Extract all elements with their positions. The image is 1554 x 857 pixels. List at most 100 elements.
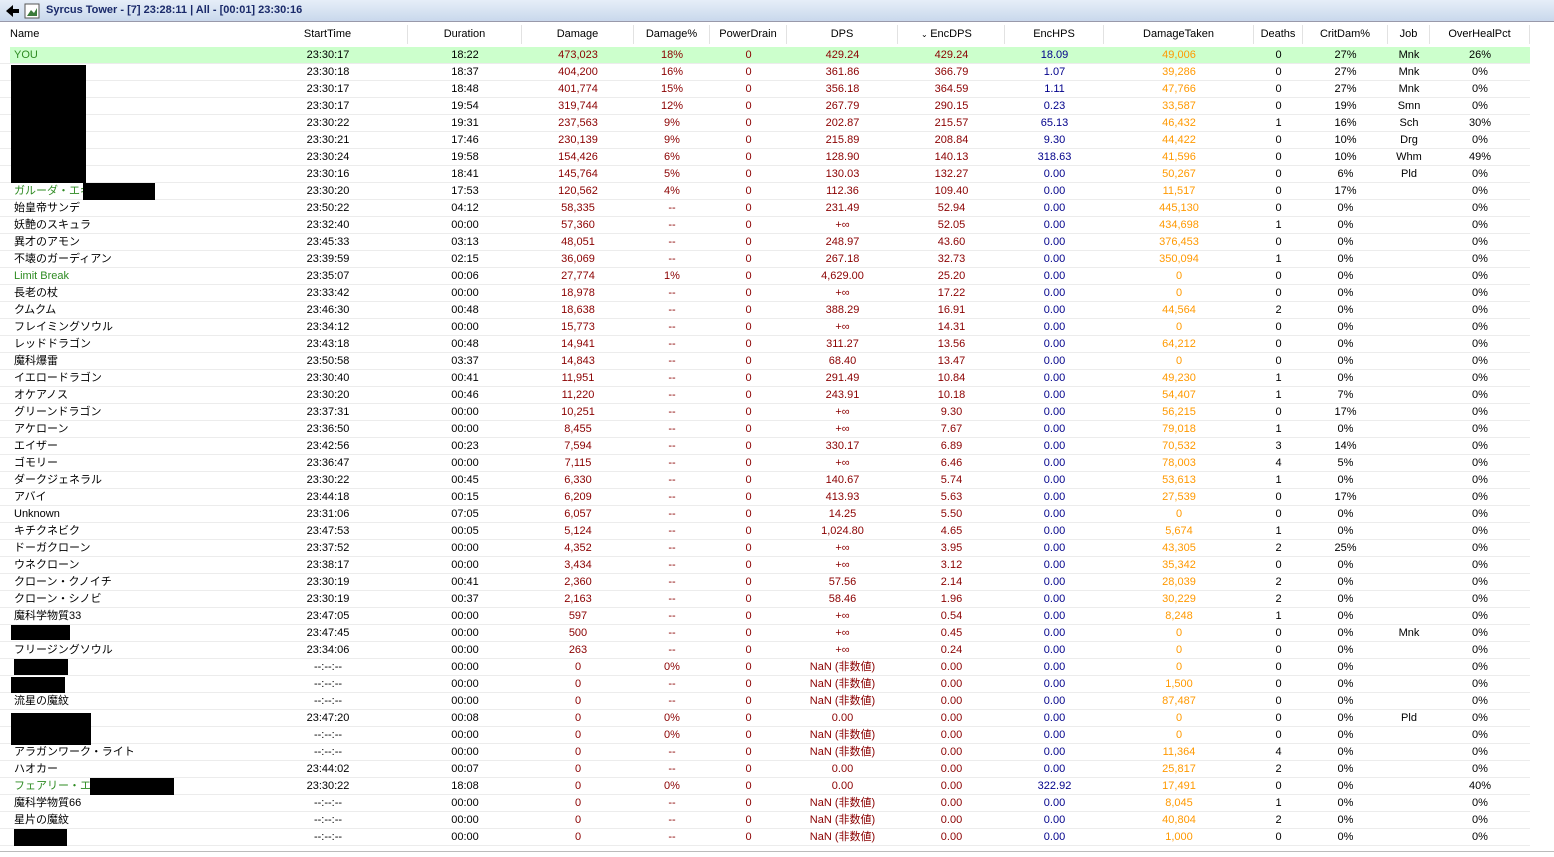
- column-header[interactable]: DPS: [787, 25, 898, 44]
- cell: 0%: [1472, 185, 1488, 197]
- cell: 0: [745, 389, 752, 401]
- cell: 17,491: [1162, 780, 1196, 792]
- cell: 2: [1275, 593, 1282, 605]
- cell: 23:39:59: [306, 253, 350, 265]
- cell: 13.47: [937, 355, 966, 367]
- name-cell: 妖艶のスキュラ: [14, 219, 91, 231]
- cell: 0%: [1472, 474, 1488, 486]
- cell: [1388, 285, 1430, 302]
- cell: 44,564: [1162, 304, 1196, 316]
- cell: 00:41: [451, 372, 479, 384]
- cell: 473,023: [558, 49, 598, 61]
- cell: 0: [745, 457, 752, 469]
- cell: 0: [1275, 508, 1282, 520]
- cell: 0: [745, 66, 752, 78]
- column-header[interactable]: StartTime: [248, 25, 408, 44]
- cell: 0%: [1472, 831, 1488, 843]
- cell: 0%: [1472, 678, 1488, 690]
- cell: 0%: [1472, 746, 1488, 758]
- cell: 0: [574, 712, 582, 724]
- cell: --:--:--: [313, 831, 343, 843]
- cell: 0.00: [831, 763, 854, 775]
- cell: 6%: [664, 151, 680, 163]
- cell: Mnk: [1398, 83, 1420, 95]
- cell: 0.23: [1043, 100, 1066, 112]
- cell: 2.14: [940, 576, 963, 588]
- row-line: [0, 488, 1530, 489]
- cell: 0: [1275, 270, 1282, 282]
- cell: 23:30:17: [306, 49, 350, 61]
- cell: 0: [745, 712, 752, 724]
- cell: 0.00: [1043, 712, 1066, 724]
- cell: Mnk: [1398, 66, 1420, 78]
- cell: 18:41: [451, 168, 479, 180]
- cell: 1: [1275, 797, 1282, 809]
- row-line: [0, 114, 1530, 115]
- column-header[interactable]: DamageTaken: [1104, 25, 1254, 44]
- cell: 78,003: [1162, 457, 1196, 469]
- cell: 9%: [664, 134, 680, 146]
- column-header[interactable]: EncDPS: [898, 25, 1005, 44]
- cell: 3: [1275, 440, 1282, 452]
- column-header[interactable]: OverHealPct: [1430, 25, 1530, 44]
- cell: 0%: [1472, 457, 1488, 469]
- cell: 14%: [1334, 440, 1357, 452]
- row-line: [0, 437, 1530, 438]
- cell: 19:54: [451, 100, 479, 112]
- cell: +∞: [835, 423, 850, 435]
- cell: 0: [574, 763, 582, 775]
- cell: 00:08: [451, 712, 479, 724]
- cell: 0.24: [940, 644, 963, 656]
- cell: 0: [745, 831, 752, 843]
- cell: 50,267: [1162, 168, 1196, 180]
- column-header[interactable]: Damage: [522, 25, 634, 44]
- redaction: [83, 183, 155, 200]
- column-header[interactable]: CritDam%: [1303, 25, 1388, 44]
- cell: 0.00: [1043, 542, 1066, 554]
- cell: 8,045: [1165, 797, 1193, 809]
- cell: 291.49: [825, 372, 860, 384]
- cell: 0.00: [1043, 457, 1066, 469]
- cell: 11,951: [561, 372, 595, 384]
- cell: 0: [745, 219, 752, 231]
- cell: 0%: [1337, 831, 1354, 843]
- name-cell: ダークジェネラル: [14, 474, 102, 486]
- column-header[interactable]: PowerDrain: [710, 25, 787, 44]
- cell: 1.11: [1044, 83, 1065, 95]
- cell: 32.73: [937, 253, 966, 265]
- cell: 0: [1275, 168, 1282, 180]
- cell: [1388, 506, 1430, 523]
- cell: 48,051: [561, 236, 595, 248]
- cell: 15%: [660, 83, 684, 95]
- cell: 0: [745, 729, 752, 741]
- cell: [1388, 727, 1430, 744]
- name-cell: フレイミングソウル: [14, 321, 113, 333]
- column-header[interactable]: EncHPS: [1005, 25, 1104, 44]
- cell: 0%: [1472, 610, 1488, 622]
- cell: 0%: [1337, 253, 1354, 265]
- cell: 00:41: [451, 576, 479, 588]
- cell: 79,018: [1162, 423, 1196, 435]
- cell: 0: [745, 814, 752, 826]
- cell: [1388, 200, 1430, 217]
- cell: 0%: [1472, 644, 1488, 656]
- cell: 0%: [1337, 627, 1354, 639]
- cell: 0.00: [940, 780, 963, 792]
- column-header[interactable]: Job: [1388, 25, 1430, 44]
- column-header[interactable]: Damage%: [634, 25, 710, 44]
- cell: 0%: [1337, 219, 1354, 231]
- cell: 0: [574, 695, 582, 707]
- row-line: [0, 318, 1530, 319]
- cell: NaN (非数値): [809, 729, 876, 741]
- column-header[interactable]: Duration: [408, 25, 522, 44]
- cell: 0%: [1472, 559, 1488, 571]
- column-header[interactable]: Name: [8, 25, 250, 44]
- cell: 7%: [1337, 389, 1354, 401]
- cell: 215.89: [825, 134, 860, 146]
- column-header[interactable]: Deaths: [1254, 25, 1303, 44]
- cell: 1: [1275, 117, 1282, 129]
- cell: 0: [1275, 780, 1282, 792]
- cell: 17%: [1334, 406, 1357, 418]
- cell: 23:30:21: [306, 134, 350, 146]
- cell: 2: [1275, 542, 1282, 554]
